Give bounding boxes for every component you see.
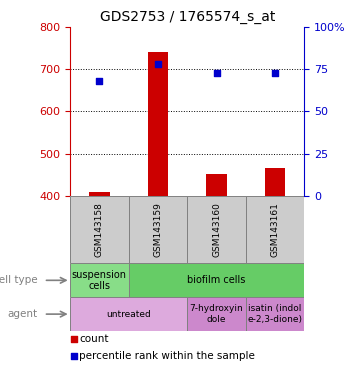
Text: cell type: cell type xyxy=(0,275,38,285)
Bar xyxy=(187,196,246,263)
Text: suspension
cells: suspension cells xyxy=(72,270,127,291)
Bar xyxy=(129,196,187,263)
Text: GSM143161: GSM143161 xyxy=(271,202,280,257)
Bar xyxy=(89,192,110,196)
Text: biofilm cells: biofilm cells xyxy=(187,275,246,285)
Text: 7-hydroxyin
dole: 7-hydroxyin dole xyxy=(190,305,244,324)
Bar xyxy=(70,263,129,297)
Text: GSM143160: GSM143160 xyxy=(212,202,221,257)
Point xyxy=(272,70,278,76)
Title: GDS2753 / 1765574_s_at: GDS2753 / 1765574_s_at xyxy=(99,10,275,25)
Bar xyxy=(187,297,246,331)
Bar xyxy=(70,196,129,263)
Text: GSM143158: GSM143158 xyxy=(95,202,104,257)
Point xyxy=(155,61,161,67)
Text: count: count xyxy=(79,334,109,344)
Text: untreated: untreated xyxy=(106,310,151,319)
Bar xyxy=(246,196,304,263)
Text: agent: agent xyxy=(8,309,38,319)
Point xyxy=(214,70,219,76)
Point xyxy=(71,353,76,359)
Text: isatin (indol
e-2,3-dione): isatin (indol e-2,3-dione) xyxy=(248,305,303,324)
Bar xyxy=(148,52,168,196)
Bar xyxy=(70,297,187,331)
Text: GSM143159: GSM143159 xyxy=(153,202,162,257)
Point xyxy=(97,78,102,84)
Text: percentile rank within the sample: percentile rank within the sample xyxy=(79,351,255,361)
Bar xyxy=(265,168,286,196)
Point xyxy=(71,336,76,343)
Bar xyxy=(129,263,304,297)
Bar xyxy=(246,297,304,331)
Bar xyxy=(206,174,227,196)
